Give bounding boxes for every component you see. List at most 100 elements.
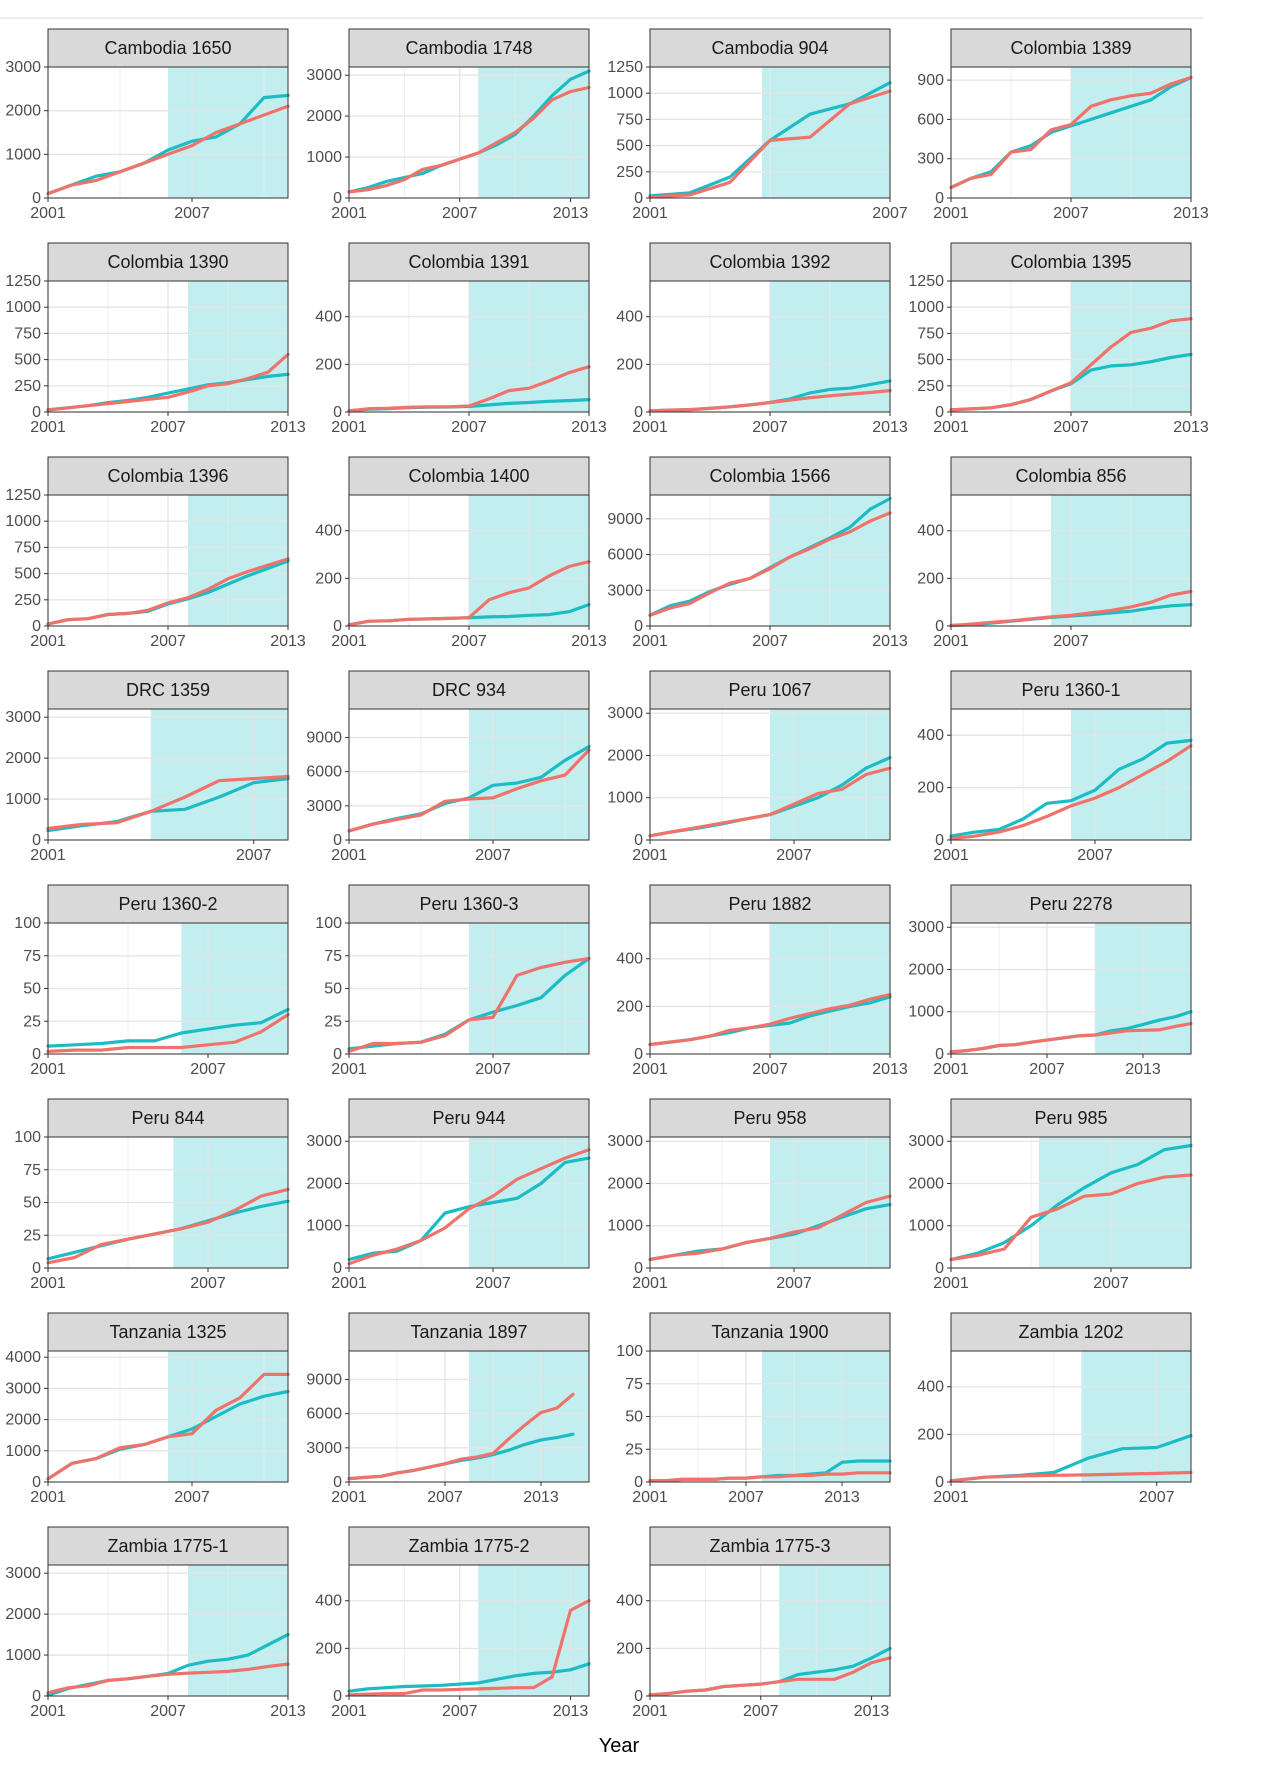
facet-strip [348,1312,590,1352]
y-tick-label: 25 [23,1013,41,1030]
y-tick-label: 3000 [5,709,41,726]
y-tick-label: 100 [14,1129,41,1146]
x-tick-label: 2013 [571,633,607,650]
y-tick-label: 2000 [908,961,944,978]
y-tick-label: 0 [333,1260,342,1277]
synthetic-series-line [949,589,1193,628]
x-tick-label: 2007 [1053,633,1089,650]
facet-panel: Peru 1360-2 0 25 50 75 100 2001 2007 [14,884,290,1078]
y-tick-label: 100 [616,1343,643,1360]
synthetic-series-line [648,89,892,199]
x-tick-label: 2013 [872,419,908,436]
facet-title: Colombia 856 [1015,466,1126,486]
x-tick-label: 2013 [854,1703,890,1720]
facet-panel: Peru 944 0 1000 2000 3000 2001 2007 [306,1098,591,1292]
x-tick-label: 2007 [1139,1489,1175,1506]
panel-border [348,1564,590,1697]
treatment-period-shade [188,1565,288,1696]
y-tick-label: 0 [935,1260,944,1277]
treatment-period-shade [168,67,288,198]
facet-panel: Colombia 1566 0 3000 6000 9000 2001 2007 2013 [607,456,908,650]
y-tick-label: 0 [32,1474,41,1491]
synthetic-series-line [949,75,1193,190]
synthetic-series-line [648,389,892,413]
x-tick-label: 2001 [933,205,969,222]
y-tick-label: 1250 [5,273,41,290]
x-tick-label: 2001 [331,419,367,436]
facet-strip [348,884,590,924]
x-tick-label: 2001 [632,1061,668,1078]
facet-strip [649,28,891,68]
y-tick-label: 250 [917,378,944,395]
treatment-period-shade [1039,1137,1191,1268]
facet-panel: Peru 844 0 25 50 75 100 2001 2007 [14,1098,290,1292]
x-tick-label: 2001 [632,205,668,222]
x-tick-label: 2007 [150,633,186,650]
facet-title: Tanzania 1900 [711,1322,828,1342]
y-tick-label: 200 [917,780,944,797]
y-tick-label: 3000 [908,919,944,936]
y-tick-label: 50 [23,1195,41,1212]
facet-strip [649,456,891,496]
facet-title: Peru 1882 [728,894,811,914]
x-tick-label: 2007 [190,1275,226,1292]
x-tick-label: 2013 [553,205,589,222]
x-tick-label: 2007 [451,633,487,650]
panel-border [348,708,590,841]
facet-panel: Zambia 1775-3 0 200 400 2001 2007 2013 [616,1526,892,1720]
y-tick-label: 1000 [5,513,41,530]
y-tick-label: 25 [23,1227,41,1244]
facet-title: Colombia 1392 [709,252,830,272]
y-tick-label: 75 [324,948,342,965]
y-tick-label: 3000 [306,67,342,84]
treatment-period-shade [469,709,589,840]
x-tick-label: 2007 [728,1489,764,1506]
y-tick-label: 50 [324,981,342,998]
treatment-period-shade [478,1565,589,1696]
facet-strip [649,670,891,710]
y-tick-label: 750 [917,325,944,342]
x-tick-label: 2001 [933,847,969,864]
treatment-period-shade [150,709,288,840]
treatment-period-shade [1081,1351,1191,1482]
treatment-period-shade [188,495,288,626]
facet-panel: Colombia 1389 0 300 600 900 2001 2007 2013 [917,28,1209,222]
y-tick-label: 100 [14,915,41,932]
y-tick-label: 400 [315,309,342,326]
facet-panel: Colombia 1391 0 200 400 2001 2007 2013 [315,242,607,436]
x-tick-label: 2007 [475,1275,511,1292]
facet-title: Peru 2278 [1029,894,1112,914]
synthetic-series-line [648,1194,892,1262]
synthetic-series-line [949,1470,1193,1483]
x-tick-label: 2007 [150,1703,186,1720]
facet-title: Colombia 1396 [107,466,228,486]
facet-title: Tanzania 1897 [410,1322,527,1342]
facet-panel: Cambodia 904 0 250 500 750 1000 1250 2001 2007 [607,28,908,222]
y-tick-label: 3000 [5,1565,41,1582]
x-tick-label: 2001 [632,1489,668,1506]
x-tick-label: 2013 [571,419,607,436]
x-tick-label: 2007 [442,205,478,222]
y-tick-label: 2000 [5,1606,41,1623]
y-tick-label: 1000 [306,1218,342,1235]
y-tick-label: 1000 [5,1443,41,1460]
panel-border [348,66,590,199]
y-tick-label: 1250 [607,59,643,76]
x-tick-label: 2013 [1173,419,1209,436]
y-tick-label: 900 [917,72,944,89]
y-tick-label: 0 [634,190,643,207]
y-tick-label: 3000 [306,798,342,815]
y-tick-label: 3000 [5,1380,41,1397]
y-tick-label: 6000 [306,1406,342,1423]
treated-series-line [347,1662,591,1693]
y-tick-label: 400 [616,309,643,326]
y-tick-label: 1000 [607,790,643,807]
x-tick-label: 2001 [632,633,668,650]
y-tick-label: 200 [315,356,342,373]
synthetic-series-line [949,317,1193,412]
y-tick-label: 100 [315,915,342,932]
x-tick-label: 2001 [331,205,367,222]
facet-title: Peru 958 [733,1108,806,1128]
facet-strip [649,242,891,282]
